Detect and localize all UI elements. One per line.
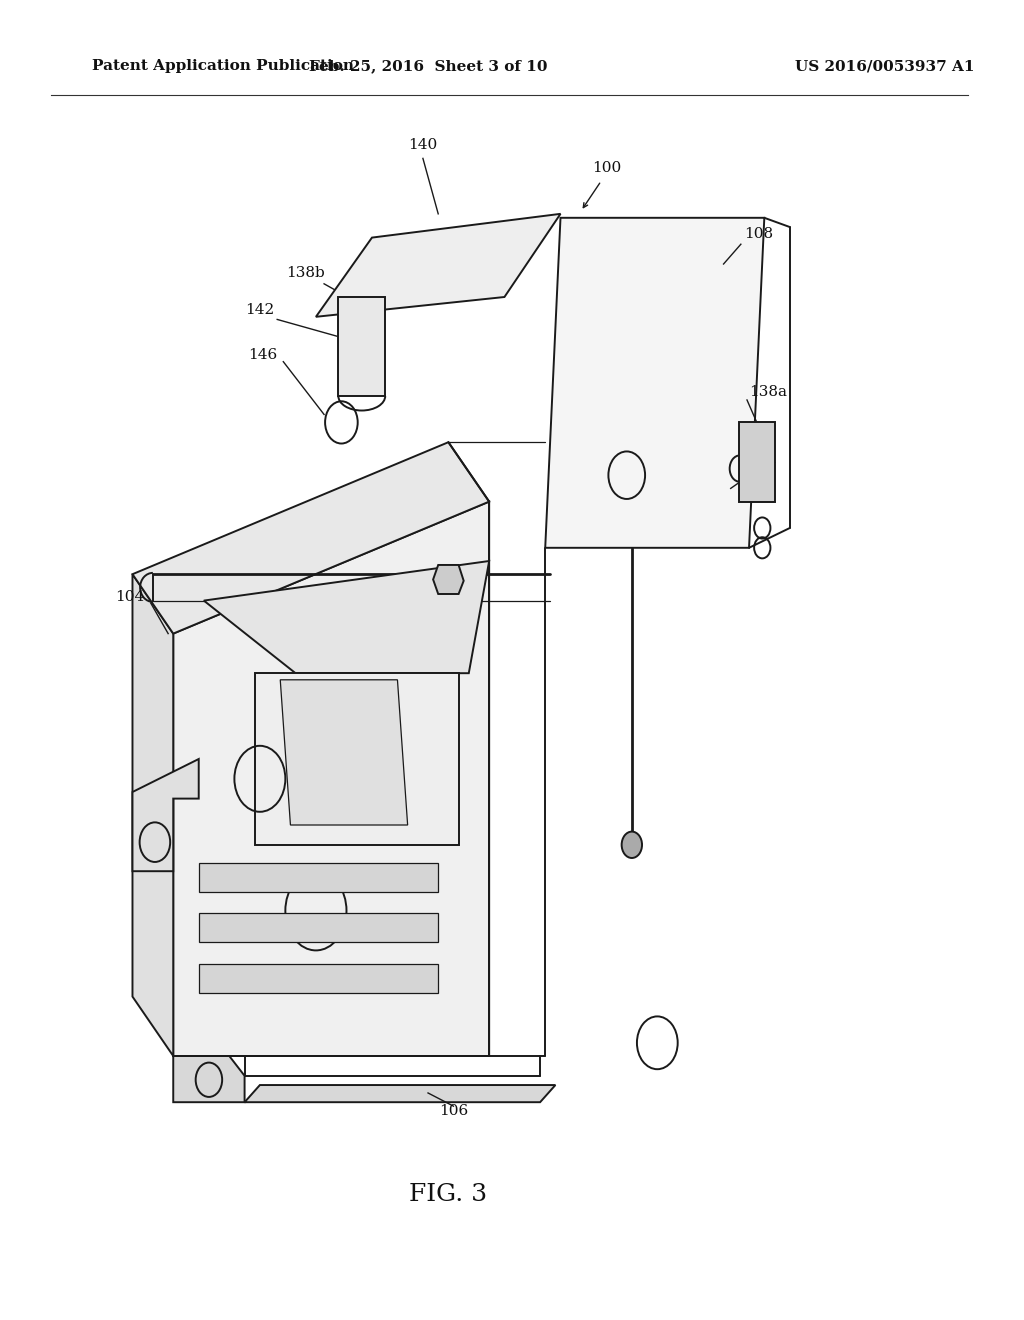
Polygon shape [433, 565, 464, 594]
Polygon shape [739, 422, 774, 502]
Polygon shape [338, 297, 385, 396]
Polygon shape [281, 680, 408, 825]
Text: 138b: 138b [287, 267, 325, 280]
Polygon shape [173, 502, 489, 1056]
Polygon shape [132, 442, 489, 634]
Text: 104: 104 [116, 590, 144, 603]
Text: 142: 142 [245, 304, 274, 317]
Polygon shape [173, 1056, 245, 1102]
Text: Feb. 25, 2016  Sheet 3 of 10: Feb. 25, 2016 Sheet 3 of 10 [309, 59, 547, 74]
Text: 140: 140 [409, 139, 437, 152]
Text: 106: 106 [439, 1105, 468, 1118]
Text: 138a: 138a [749, 385, 787, 399]
Polygon shape [204, 561, 489, 673]
Polygon shape [199, 964, 438, 993]
Polygon shape [132, 574, 173, 1056]
Polygon shape [199, 863, 438, 892]
Polygon shape [316, 214, 560, 317]
Text: FIG. 3: FIG. 3 [410, 1183, 487, 1206]
Text: 100: 100 [592, 161, 621, 174]
Text: US 2016/0053937 A1: US 2016/0053937 A1 [795, 59, 975, 74]
Polygon shape [132, 759, 199, 871]
Polygon shape [199, 913, 438, 942]
Polygon shape [245, 1085, 555, 1102]
Text: 108: 108 [744, 227, 773, 240]
Text: 146: 146 [745, 465, 775, 478]
Circle shape [622, 832, 642, 858]
Polygon shape [255, 673, 459, 845]
Text: 146: 146 [248, 348, 278, 362]
Polygon shape [545, 218, 764, 548]
Text: Patent Application Publication: Patent Application Publication [92, 59, 353, 74]
